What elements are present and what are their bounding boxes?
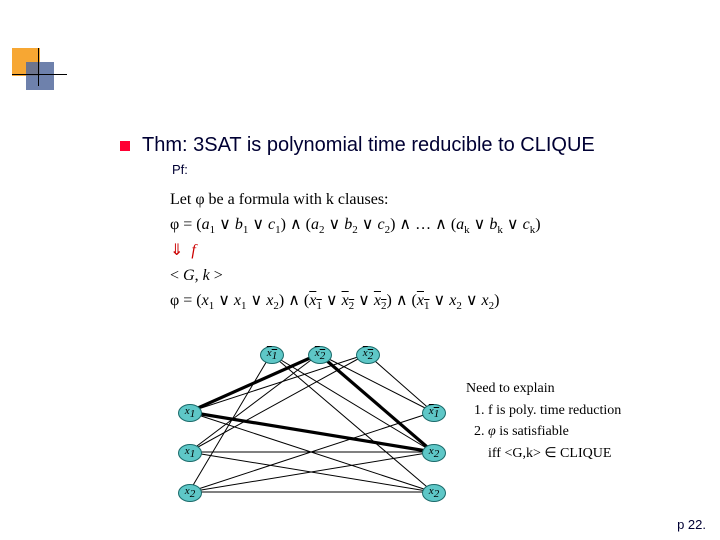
graph-node-r3: x2 [422, 484, 446, 502]
theorem-title: Thm: 3SAT is polynomial time reducible t… [142, 134, 595, 157]
page-number: p 22. [677, 517, 706, 532]
clique-graph: x1 x2 x2 x1 x1 x2 x1 x2 x2 [160, 340, 450, 520]
proof-label: Pf: [172, 162, 188, 177]
formula-line-example: φ = (x1 ∨ x1 ∨ x2) ∧ (x1 ∨ x2 ∨ x2) ∧ (x… [170, 289, 541, 315]
formula-line-arrow: ⇓ f [170, 239, 541, 264]
graph-node-l1: x1 [178, 404, 202, 422]
explain-item-3: iff <G,k> ∈ CLIQUE [466, 443, 621, 465]
graph-node-t1: x1 [260, 346, 284, 364]
explain-header: Need to explain [466, 378, 621, 400]
graph-node-t3: x2 [356, 346, 380, 364]
graph-node-r2: x2 [422, 444, 446, 462]
graph-edges-svg [160, 340, 450, 520]
theorem-title-row: Thm: 3SAT is polynomial time reducible t… [120, 134, 595, 157]
formula-line-gk: < G, k > [170, 264, 541, 289]
graph-node-l2: x1 [178, 444, 202, 462]
explanation-box: Need to explain 1. f is poly. time reduc… [466, 378, 621, 465]
formula-block: Let φ be a formula with k clauses: φ = (… [170, 188, 541, 315]
graph-node-t2: x2 [308, 346, 332, 364]
slide-corner-decoration [12, 48, 72, 88]
bullet-icon [120, 141, 130, 151]
explain-item-1: 1. f is poly. time reduction [466, 400, 621, 422]
formula-line-intro: Let φ be a formula with k clauses: [170, 188, 541, 213]
formula-line-phi: φ = (a1 ∨ b1 ∨ c1) ∧ (a2 ∨ b2 ∨ c2) ∧ … … [170, 213, 541, 239]
graph-node-l3: x2 [178, 484, 202, 502]
graph-node-r1: x1 [422, 404, 446, 422]
explain-item-2: 2. φ is satisfiable [466, 421, 621, 443]
